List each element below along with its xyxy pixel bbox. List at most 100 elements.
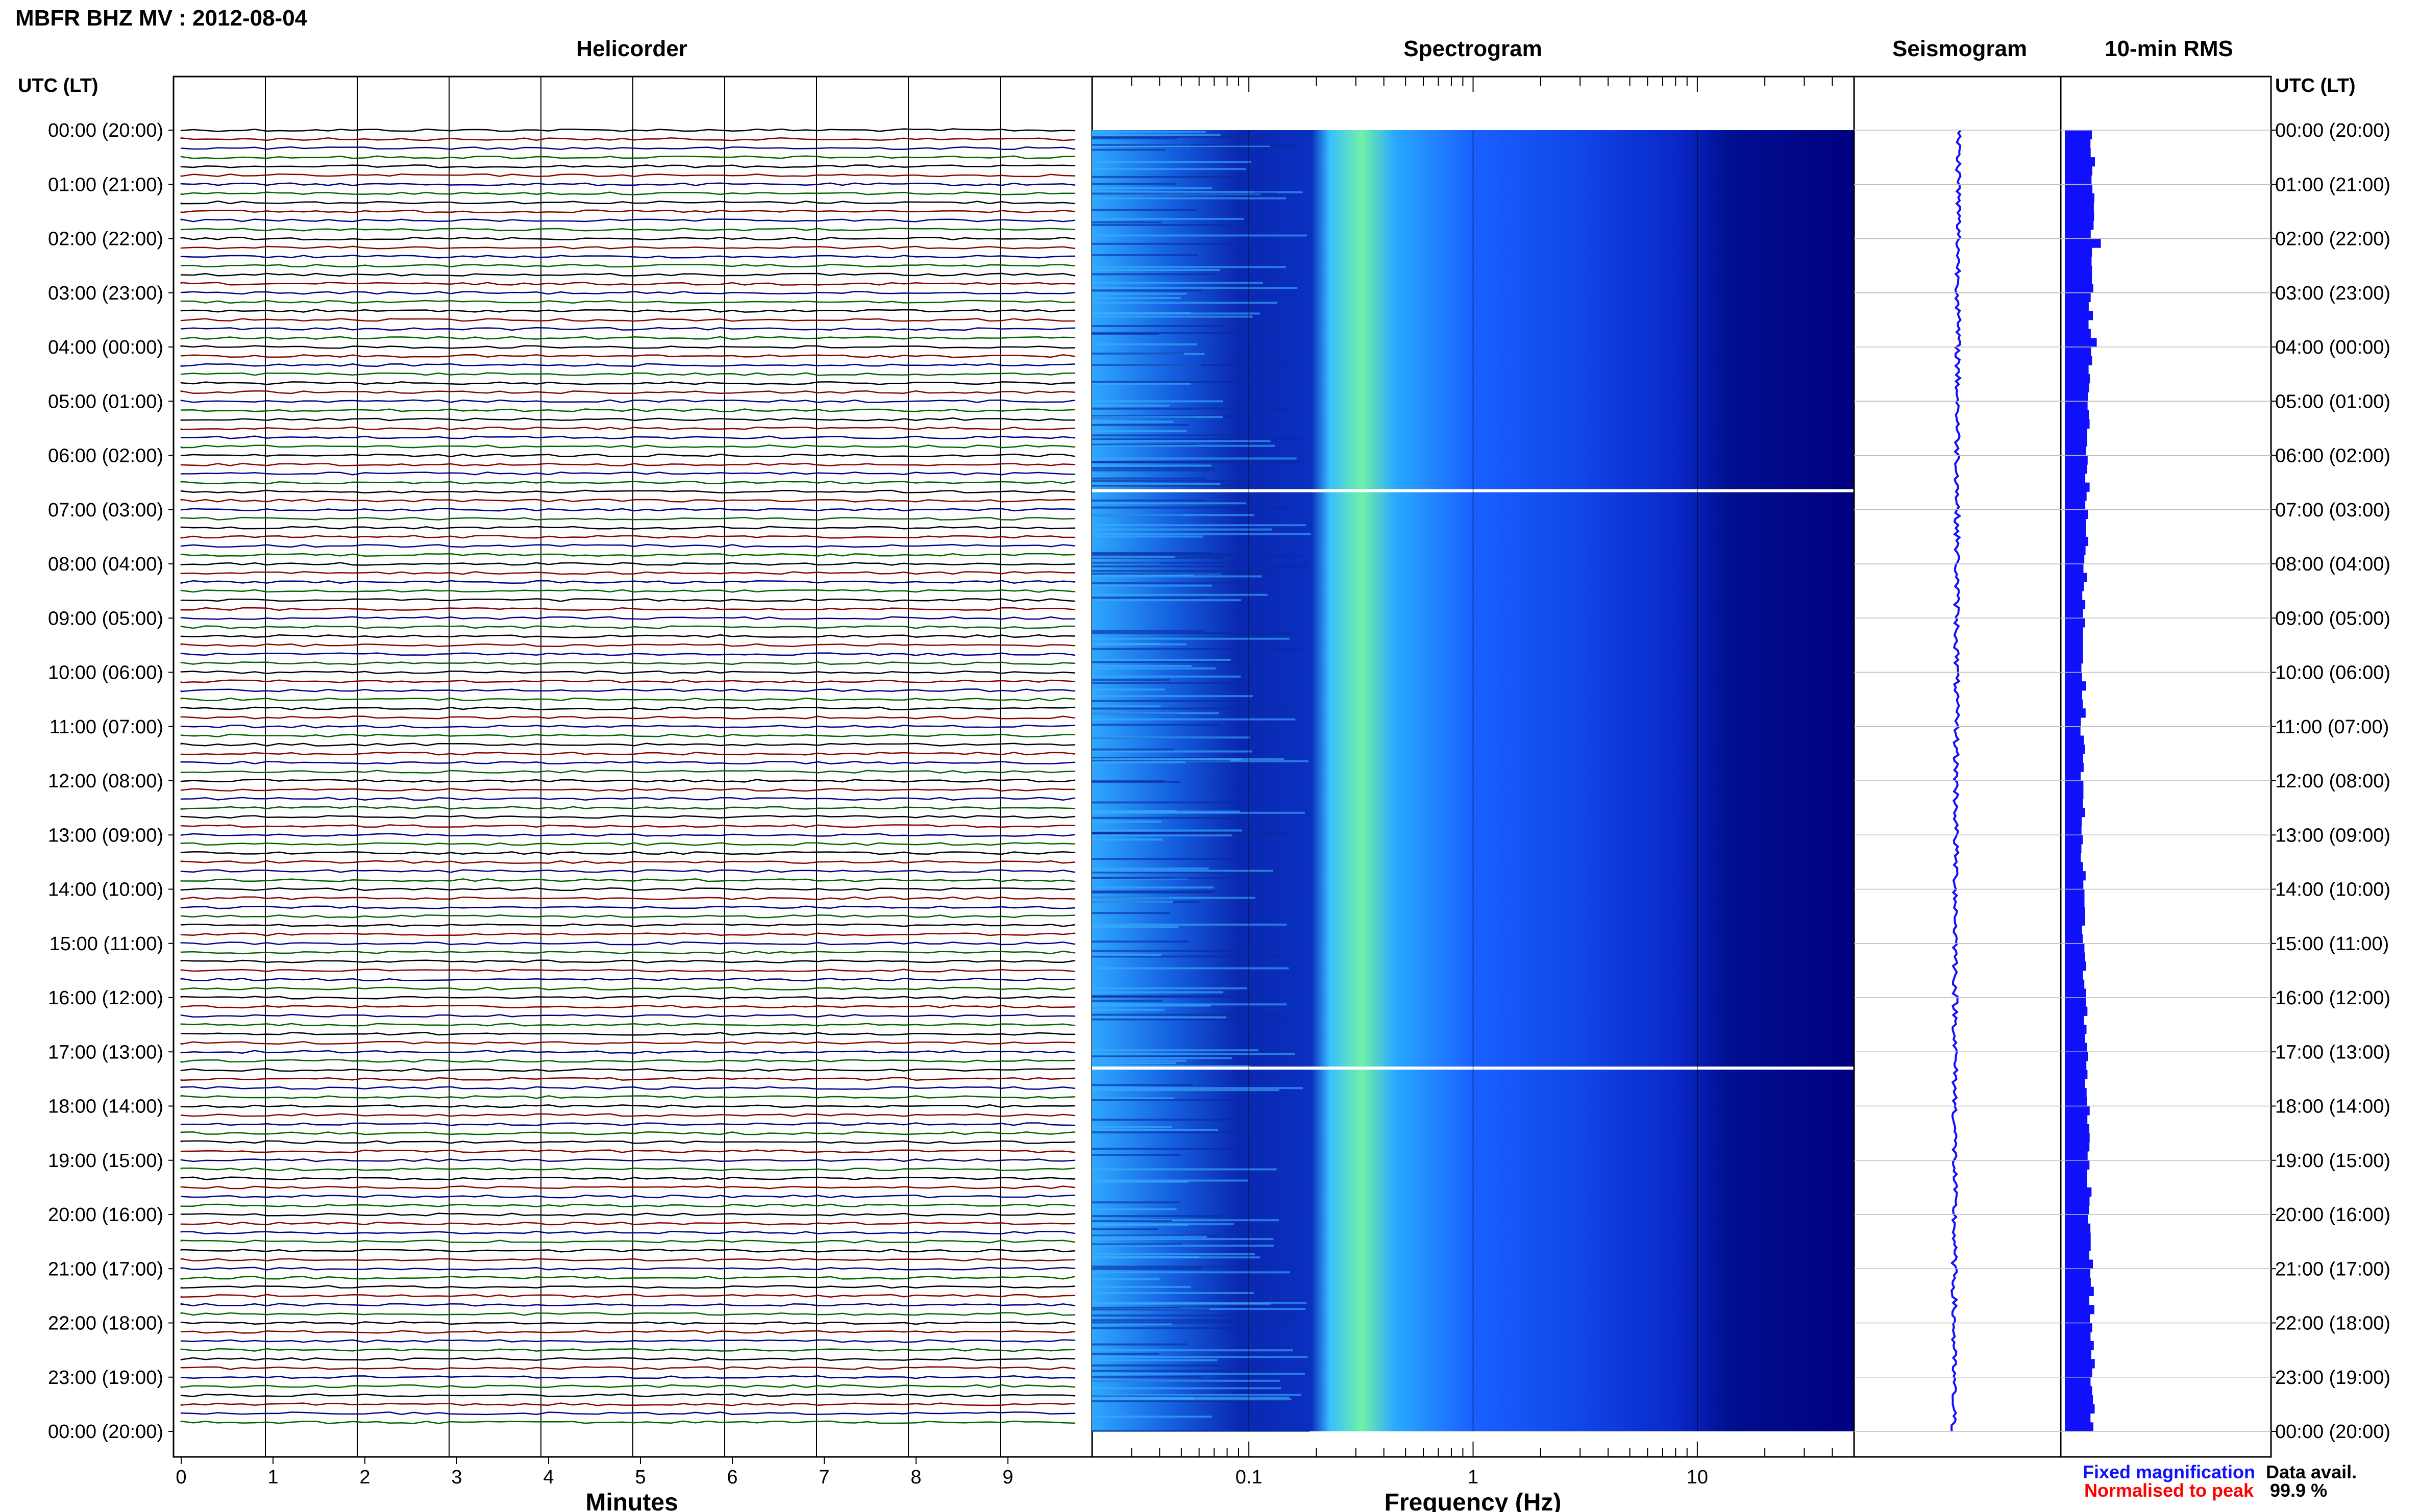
- spectrogram-streak: [1092, 1154, 1181, 1156]
- time-label-right: 20:00 (16:00): [2275, 1204, 2390, 1226]
- rms-bar: [2065, 1025, 2087, 1034]
- spectrogram-streak: [1092, 637, 1290, 640]
- rms-bar: [2065, 392, 2088, 402]
- helicorder-trace: [180, 571, 1076, 575]
- spectrogram-streak: [1092, 461, 1305, 463]
- rms-bar: [2065, 1043, 2087, 1052]
- time-label-left: 10:00 (06:00): [48, 662, 163, 684]
- spectrogram-streak: [1092, 659, 1231, 661]
- rms-bar: [2065, 193, 2094, 203]
- spectrogram-streak: [1092, 192, 1277, 195]
- rms-bar: [2065, 491, 2087, 501]
- time-label-left: 02:00 (22:00): [48, 229, 163, 250]
- spectrogram-streak: [1092, 1319, 1261, 1322]
- rms-bar: [2065, 1242, 2091, 1251]
- spectrogram-streak: [1092, 484, 1254, 487]
- utc-label-right: UTC (LT): [2275, 75, 2356, 96]
- spectrogram-streak: [1092, 221, 1162, 224]
- rms-bar: [2065, 501, 2086, 510]
- helicorder-x-tick-label: 3: [451, 1467, 462, 1488]
- helicorder-trace: [180, 417, 1076, 422]
- spectrogram-streak: [1092, 209, 1197, 211]
- spectrogram-streak: [1092, 1268, 1203, 1270]
- rms-bar: [2065, 546, 2086, 555]
- time-label-right: 17:00 (13:00): [2275, 1042, 2390, 1063]
- spectrogram-streak: [1092, 469, 1216, 472]
- spectrogram-streak: [1092, 632, 1293, 634]
- spectrogram-streak: [1092, 535, 1203, 538]
- helicorder-title: Helicorder: [576, 36, 687, 61]
- spectrogram-streak: [1092, 1394, 1301, 1396]
- rms-bar: [2065, 889, 2085, 899]
- spectrogram-streak: [1092, 569, 1269, 572]
- rms-bar: [2065, 1052, 2088, 1061]
- rms-bar: [2065, 582, 2084, 591]
- helicorder-trace: [180, 725, 1076, 729]
- spectrogram-streak: [1092, 269, 1220, 271]
- spectrogram-streak: [1092, 287, 1298, 289]
- helicorder-trace: [180, 1258, 1076, 1262]
- helicorder-trace: [180, 562, 1076, 566]
- helicorder-trace: [180, 878, 1076, 882]
- helicorder-trace: [180, 996, 1076, 1000]
- rms-bar: [2065, 934, 2083, 944]
- rms-bar: [2065, 139, 2091, 148]
- spectrogram-streak: [1092, 197, 1287, 200]
- rms-bar: [2065, 1214, 2088, 1224]
- spectrogram-streak: [1092, 1379, 1280, 1382]
- spectrogram-streak: [1092, 688, 1165, 691]
- time-label-left: 12:00 (08:00): [48, 771, 163, 792]
- spectrogram-streak: [1092, 134, 1221, 136]
- rms-bar: [2065, 1332, 2091, 1342]
- rms-bar: [2065, 898, 2085, 908]
- time-label-right: 13:00 (09:00): [2275, 825, 2390, 846]
- spectrogram-streak: [1092, 420, 1174, 423]
- spectrogram-streak: [1092, 297, 1181, 299]
- spectrogram-streak: [1092, 480, 1257, 482]
- helicorder-trace: [180, 1420, 1076, 1424]
- rms-bar: [2065, 654, 2083, 664]
- spectrogram-streak: [1092, 400, 1223, 403]
- time-label-left: 17:00 (13:00): [48, 1042, 163, 1063]
- rms-bar: [2065, 464, 2087, 474]
- spectrogram-streak: [1092, 176, 1268, 178]
- spectrogram-streak: [1092, 1053, 1295, 1055]
- rms-bar: [2065, 988, 2086, 998]
- spectrogram-streak: [1092, 991, 1223, 994]
- spectrogram-streak: [1092, 187, 1213, 189]
- spectrogram-streak: [1092, 1398, 1292, 1401]
- spectrogram-streak: [1092, 1343, 1188, 1346]
- rms-bar: [2065, 455, 2088, 465]
- helicorder-trace: [180, 1303, 1076, 1307]
- spectrogram-streak: [1092, 1215, 1222, 1218]
- helicorder-trace: [180, 1077, 1076, 1081]
- spectrogram-streak: [1092, 1256, 1260, 1259]
- time-label-left: 14:00 (10:00): [48, 879, 163, 901]
- spectrogram-streak: [1092, 995, 1251, 998]
- spectrogram-streak: [1092, 533, 1311, 535]
- spectrogram-streak: [1092, 514, 1254, 516]
- spectrogram-streak: [1092, 464, 1212, 467]
- spectrogram-streak: [1092, 1323, 1172, 1326]
- helicorder-trace: [180, 1013, 1076, 1018]
- spectrogram-streak: [1092, 430, 1187, 432]
- helicorder-trace: [180, 526, 1076, 530]
- rms-bar: [2065, 329, 2091, 338]
- time-label-right: 00:00 (20:00): [2275, 1421, 2390, 1443]
- spectrogram-streak: [1092, 1308, 1210, 1311]
- spectrogram-streak: [1092, 643, 1187, 646]
- time-label-right: 09:00 (05:00): [2275, 608, 2390, 629]
- spectrogram-streak: [1092, 648, 1302, 650]
- helicorder-trace: [180, 200, 1076, 205]
- spectrogram-streak: [1092, 282, 1263, 284]
- helicorder-trace: [180, 1285, 1076, 1289]
- helicorder-trace: [180, 779, 1076, 783]
- helicorder-trace: [180, 941, 1076, 946]
- helicorder-trace: [180, 399, 1076, 403]
- rms-bar: [2065, 1395, 2093, 1405]
- helicorder-trace: [180, 435, 1076, 439]
- helicorder-trace: [180, 444, 1076, 449]
- spectrogram-streak: [1092, 273, 1216, 276]
- helicorder-trace: [180, 1294, 1076, 1298]
- rms-bar: [2065, 175, 2092, 185]
